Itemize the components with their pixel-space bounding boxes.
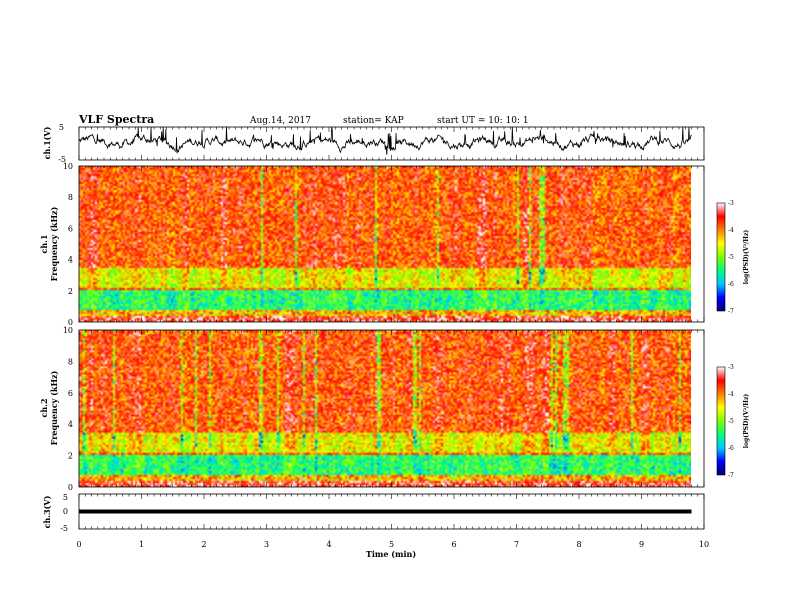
ch2-freq-tick-4: 4	[68, 420, 73, 429]
cb1-tick-m5: -5	[728, 254, 734, 261]
ch1-ylabel: ch.1(V)	[42, 126, 52, 159]
ch1-freq-tick-8: 8	[68, 193, 73, 202]
colorbar-ch2-gradient	[716, 366, 726, 476]
ch1-freq-tick-6: 6	[68, 224, 73, 233]
cb2-tick-m4: -4	[728, 391, 734, 398]
spectrogram-ch1-ticks	[78, 166, 705, 322]
ch2-freq-tick-0: 0	[68, 483, 73, 492]
time-tick-10: 10	[699, 540, 709, 549]
time-tick-7: 7	[514, 540, 519, 549]
cb2-tick-m3: -3	[728, 364, 734, 371]
ch3-ytick-top: 5	[63, 493, 68, 502]
waveform-ch3-panel: 5 0 -5 ch.3(V)	[42, 493, 705, 533]
ch2-spec-ylabel-channel: ch.2	[39, 398, 49, 417]
time-tick-5: 5	[389, 540, 394, 549]
time-tick-0: 0	[76, 540, 81, 549]
waveform-ch3-ticks	[78, 494, 705, 529]
cb1-tick-m6: -6	[728, 281, 734, 288]
spectrogram-ch2-ticks	[78, 330, 705, 487]
colorbar-ch2-ticks: -3 -4 -5 -6 -7	[728, 364, 734, 479]
spectrogram-ch2-image	[79, 330, 691, 487]
cb1-tick-m4: -4	[728, 227, 734, 234]
colorbar-ch1-ticks: -3 -4 -5 -6 -7	[728, 200, 734, 315]
ch3-ylabel: ch.3(V)	[42, 495, 52, 528]
colorbar-ch2-label: log(PSD)(V²/Hz)	[743, 394, 750, 449]
cb2-tick-m5: -5	[728, 418, 734, 425]
ch2-freq-tick-10: 10	[63, 326, 73, 335]
ch1-freq-tick-4: 4	[68, 256, 73, 265]
ch2-freq-tick-6: 6	[68, 389, 73, 398]
ch1-freq-tick-10: 10	[63, 162, 73, 171]
ch2-spec-ylabel-frequency: Frequency (kHz)	[49, 370, 59, 445]
waveform-ch3-line	[79, 509, 692, 514]
time-tick-6: 6	[451, 540, 456, 549]
date-label: Aug.14, 2017	[249, 116, 311, 126]
ch3-ytick-bottom: -5	[60, 524, 68, 533]
station-label: station= KAP	[343, 116, 404, 126]
cb2-tick-m6: -6	[728, 445, 734, 452]
spectrogram-ch1-image	[79, 166, 691, 322]
ch1-spec-ylabel-channel: ch.1	[39, 234, 49, 253]
figure-title: VLF Spectra	[78, 113, 154, 126]
ch1-freq-tick-0: 0	[68, 318, 73, 327]
ch3-ytick-mid: 0	[63, 507, 68, 516]
time-tick-2: 2	[201, 540, 206, 549]
spectrogram-ch2-panel: 0 2 4 6 8 10 ch.2 Frequency (kHz)	[39, 326, 705, 492]
ch2-freq-tick-2: 2	[68, 452, 73, 461]
colorbar-ch1: -3 -4 -5 -6 -7 log(PSD)(V²/Hz)	[716, 200, 750, 315]
waveform-ch1-line	[78, 126, 692, 155]
ch2-freq-tick-8: 8	[68, 357, 73, 366]
spectrogram-ch1-ytick-labels: 0 2 4 6 8 10	[63, 162, 73, 327]
time-tick-9: 9	[639, 540, 644, 549]
time-tick-8: 8	[576, 540, 581, 549]
waveform-ch1-panel: 5 -5 ch.1(V)	[42, 123, 705, 164]
time-tick-3: 3	[264, 540, 269, 549]
colorbar-ch1-label: log(PSD)(V²/Hz)	[743, 230, 750, 285]
cb1-tick-m7: -7	[728, 308, 734, 315]
time-tick-4: 4	[326, 540, 331, 549]
start-time-label: start UT = 10: 10: 1	[437, 116, 529, 126]
ch1-spec-ylabel-frequency: Frequency (kHz)	[49, 206, 59, 281]
ch1-ytick-top: 5	[59, 123, 64, 132]
colorbar-ch2: -3 -4 -5 -6 -7 log(PSD)(V²/Hz)	[716, 364, 750, 479]
waveform-ch1-ticks	[78, 127, 705, 160]
time-axis-tick-labels: 0 1 2 3 4 5 6 7 8 9 10	[76, 540, 709, 549]
time-tick-1: 1	[139, 540, 144, 549]
cb1-tick-m3: -3	[728, 200, 734, 207]
spectrogram-ch2-ytick-labels: 0 2 4 6 8 10	[63, 326, 73, 492]
ch1-ytick-bottom: -5	[58, 155, 66, 164]
spectrogram-ch1-panel: 0 2 4 6 8 10 ch.1 Frequency (kHz)	[39, 162, 705, 327]
ch1-freq-tick-2: 2	[68, 287, 73, 296]
cb2-tick-m7: -7	[728, 472, 734, 479]
colorbar-ch1-gradient	[716, 202, 726, 312]
time-axis-label: Time (min)	[366, 549, 416, 559]
